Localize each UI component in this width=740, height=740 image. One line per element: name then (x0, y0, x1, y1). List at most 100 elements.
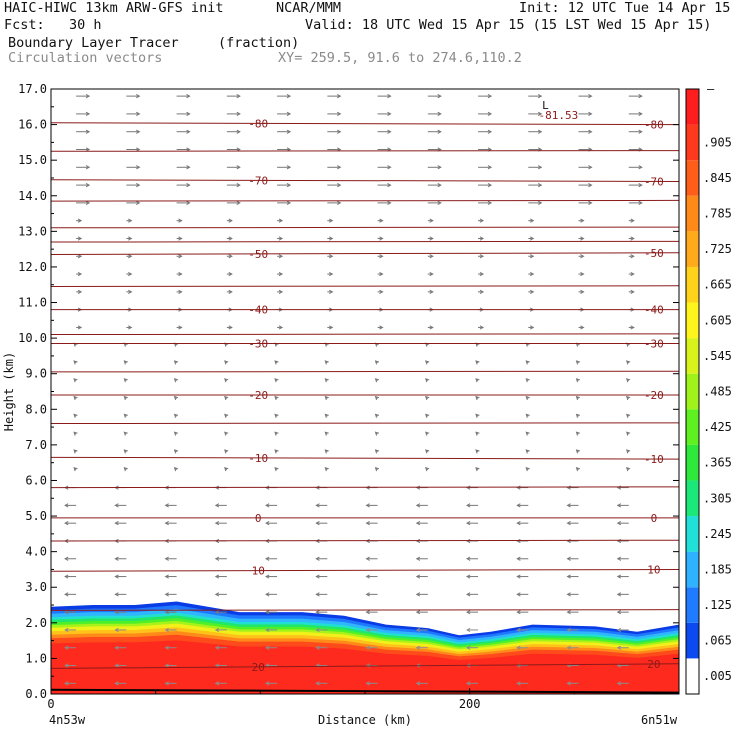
circulation-vector-head (136, 165, 141, 170)
temperature-contour (50, 486, 680, 489)
contour-label: -30 (248, 337, 268, 350)
circulation-vector-head (415, 556, 421, 561)
circulation-vector-head (173, 449, 179, 454)
circulation-vector-head (566, 610, 571, 615)
circulation-vector-head (224, 467, 229, 472)
circulation-vector-head (566, 592, 571, 597)
contour-label: -10 (248, 452, 268, 465)
circulation-vector-head (529, 236, 535, 241)
circulation-vector-head (337, 182, 342, 188)
circulation-vector-head (429, 254, 434, 259)
circulation-vector-head (425, 360, 430, 365)
circulation-vector-head (479, 289, 485, 294)
circulation-vector-head (465, 681, 471, 686)
y-tick-label: 1.0 (25, 651, 47, 665)
plot-area (51, 89, 679, 694)
colorbar-label: .905 (703, 135, 732, 149)
model-title: HAIC-HIWC 13km ARW-GFS init (4, 0, 224, 16)
circulation-vector-head (580, 271, 585, 277)
circulation-vector-head (228, 289, 233, 294)
circulation-vector-head (575, 449, 581, 454)
circulation-vector-head (114, 592, 119, 597)
circulation-vector-head (123, 449, 128, 454)
contour-label: 20 (252, 661, 265, 674)
circulation-vector-head (429, 289, 434, 294)
circulation-vector-head (529, 254, 535, 259)
circulation-vector-head (274, 378, 279, 383)
circulation-vector-head (128, 218, 133, 223)
circulation-vector-head (630, 254, 635, 259)
temperature-contour (50, 179, 680, 183)
circulation-vector-head (73, 395, 78, 401)
org-label: NCAR/MMM (276, 0, 342, 16)
circulation-vector-head (465, 503, 471, 508)
circulation-vector-head (425, 413, 430, 418)
circulation-vector-head (516, 681, 521, 686)
contour-label: -40 (644, 304, 664, 317)
circulation-vector-head (566, 503, 571, 508)
circulation-vector-head (214, 681, 220, 686)
circulation-vector-head (178, 254, 183, 259)
circulation-vector-head (329, 236, 334, 241)
circulation-vector-head (136, 200, 141, 205)
circulation-vector-head (164, 592, 169, 597)
colorbar-segment (686, 409, 699, 445)
circulation-vector-head (387, 94, 392, 99)
circulation-vector-head (315, 610, 320, 615)
circulation-vector-head (214, 592, 220, 597)
contour-label: 10 (252, 565, 265, 578)
circulation-vector-head (324, 467, 329, 472)
circulation-vector-head (64, 663, 69, 668)
circulation-vector-head (337, 165, 342, 170)
circulation-vector-head (329, 325, 334, 330)
circulation-vector-head (429, 271, 434, 277)
minimum-marker: L (542, 99, 549, 112)
y-tick-label: 9.0 (25, 367, 47, 381)
circulation-vector-head (315, 574, 320, 579)
circulation-vector-head (415, 592, 421, 597)
circulation-vector-head (128, 254, 133, 259)
colorbar-label: .845 (703, 171, 732, 185)
circulation-vector-head (224, 360, 229, 365)
circulation-vector-head (616, 521, 622, 526)
circulation-vector-head (228, 218, 233, 223)
y-tick-label: 8.0 (25, 402, 47, 416)
circulation-vector-head (379, 271, 384, 277)
circulation-vector-head (479, 271, 485, 277)
circulation-vector-head (164, 610, 169, 615)
circulation-vector-head (616, 503, 622, 508)
circulation-vector-head (114, 521, 119, 526)
circulation-vector-head (164, 681, 169, 686)
colorbar-segment (686, 480, 699, 517)
circulation-vector-head (429, 236, 434, 241)
circulation-vector-head (374, 378, 380, 383)
colorbar-segment (686, 622, 699, 659)
circulation-vector-head (315, 645, 320, 650)
circulation-vector-head (114, 503, 119, 508)
circulation-vector-head (214, 645, 220, 650)
colorbar-segment (686, 266, 699, 303)
circulation-vector-head (516, 503, 521, 508)
colorbar-label: .245 (703, 527, 732, 541)
circulation-vector-head (516, 663, 521, 668)
circulation-vector-head (437, 182, 442, 188)
circulation-vector-head (173, 378, 179, 383)
circulation-vector-head (73, 431, 78, 436)
circulation-vector-head (588, 182, 593, 188)
circulation-vector-head (425, 449, 430, 454)
circulation-vector-head (228, 325, 233, 330)
circulation-vector-head (638, 165, 643, 170)
circulation-vector-head (73, 413, 78, 418)
colorbar-label: .725 (703, 242, 732, 256)
circulation-vector-head (415, 627, 421, 633)
circulation-vector-head (315, 592, 320, 597)
circulation-vector-head (85, 129, 91, 134)
temperature-contour (50, 568, 680, 572)
circulation-vector-head (365, 556, 370, 561)
circulation-vector-head (224, 395, 229, 401)
circulation-vector-head (236, 182, 241, 188)
circulation-vector-head (73, 378, 78, 383)
colorbar-label: .305 (703, 491, 732, 505)
circulation-vector-head (265, 574, 270, 579)
temperature-contour (50, 226, 680, 229)
